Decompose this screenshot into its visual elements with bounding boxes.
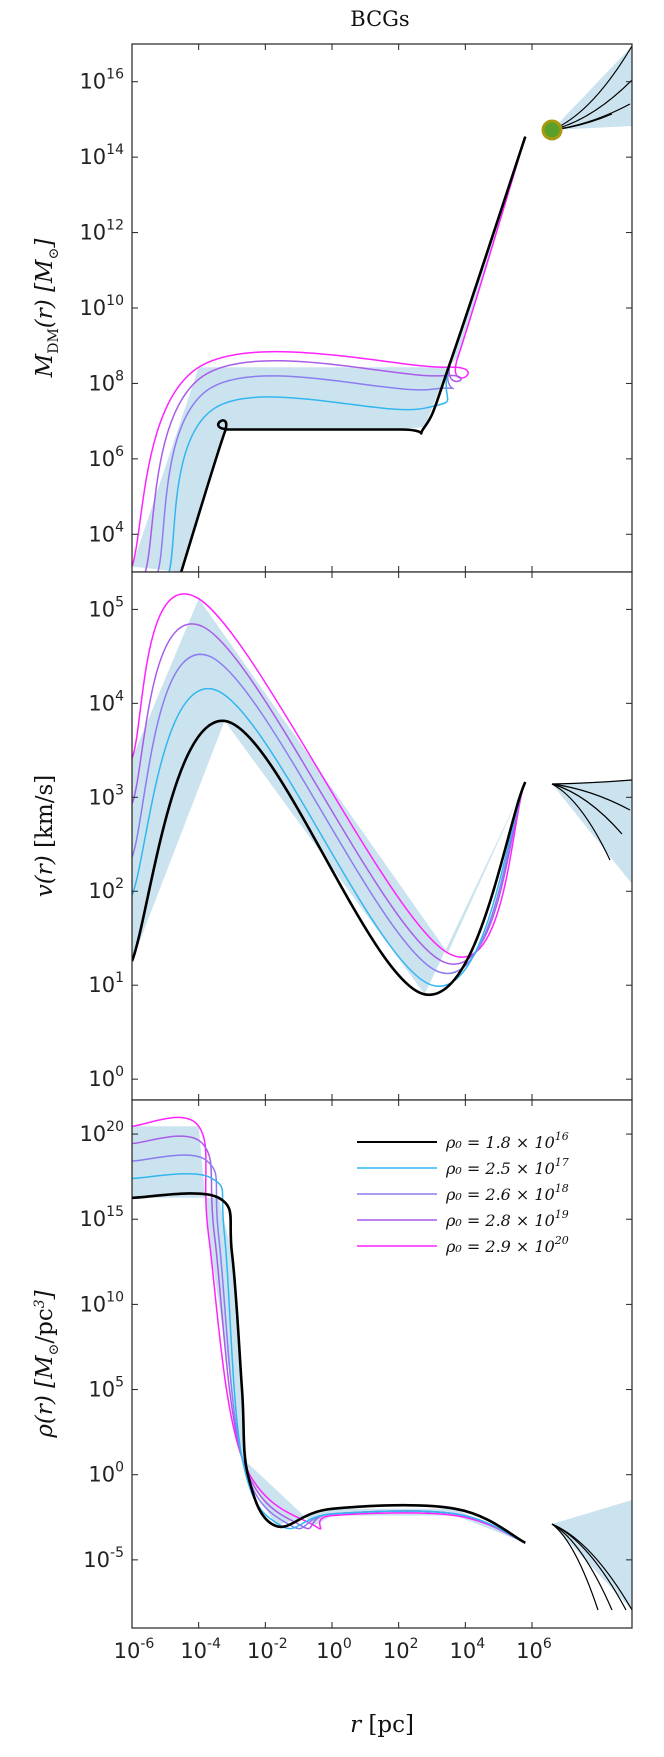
x-tick-label: 10-6 [114,1636,155,1663]
tail-line [551,1523,627,1611]
series-line [132,1116,526,1544]
tail-band [552,780,632,884]
density-series [132,1116,632,1611]
density-y-ticks: 10-5 100 105 1010 1015 1020 [79,1119,632,1572]
series-line [132,653,526,975]
mass-uncertainty-band [132,46,632,572]
tail-line [551,779,632,785]
y-tick-label: 103 [88,782,124,809]
y-tick-label: 10-5 [83,1545,124,1572]
band-area [132,136,526,572]
y-tick-label: 1012 [79,218,124,245]
velocity-y-ticks: 100 101 102 103 104 105 [88,572,632,1100]
y-tick-label: 100 [88,1460,124,1487]
velocity-uncertainty-band [132,598,632,995]
mass-y-label: MDM(r) [M⊙] [32,239,62,379]
legend: ρ₀ = 1.8 × 1016 ρ₀ = 2.5 × 1017 ρ₀ = 2.6 ×… [352,1124,622,1286]
mass-y-ticks: 104 106 108 1010 1012 1014 1016 [79,44,632,572]
x-tick-label: 102 [383,1636,419,1663]
legend-item: ρ₀ = 2.5 × 1017 [445,1156,569,1178]
y-tick-label: 101 [88,970,124,997]
mass-series [132,45,632,572]
y-tick-label: 106 [88,444,124,471]
tail-line [551,783,623,835]
series-line [179,136,527,572]
x-tick-label: 100 [316,1636,352,1663]
y-tick-label: 104 [88,688,124,715]
panel-velocity: 100 101 102 103 104 105 v(r) [km/s] [32,571,633,1101]
legend-item: ρ₀ = 2.8 × 1019 [445,1208,569,1230]
y-tick-label: 1010 [79,1289,124,1316]
tail-line [551,1523,613,1611]
density-y-label: ρ(r) [M⊙/pc3] [32,1290,62,1438]
y-tick-label: 105 [88,1375,124,1402]
y-tick-label: 105 [88,594,124,621]
density-uncertainty-band [132,1126,632,1610]
x-axis-label: r [pc] [350,1712,414,1738]
velocity-series [132,593,632,996]
series-line [132,136,527,567]
series-line [132,623,526,965]
mass-marker [541,119,563,141]
series-line [132,593,526,958]
y-tick-label: 1020 [79,1119,124,1146]
y-tick-label: 108 [88,368,124,395]
series-line [132,688,526,987]
figure-title: BCGs [350,7,409,31]
tail-line [551,783,631,811]
series-line [132,1192,526,1544]
tail-band [552,46,632,130]
legend-item: ρ₀ = 2.9 × 1020 [445,1234,569,1256]
y-tick-label: 100 [88,1064,124,1091]
y-tick-label: 1016 [79,67,124,94]
series-line [132,719,527,996]
x-tick-label: 10-2 [247,1636,288,1663]
x-tick-label: 104 [450,1636,486,1663]
velocity-y-label: v(r) [km/s] [32,775,58,898]
x-ticks: 10-6 10-4 10-2 100 102 104 106 [114,1100,552,1663]
y-tick-label: 1014 [79,142,124,169]
x-tick-label: 106 [516,1636,552,1663]
y-tick-label: 104 [88,519,124,546]
x-tick-label: 10-4 [180,1636,221,1663]
band-area [132,598,526,995]
tail-line [551,783,611,861]
y-tick-label: 102 [88,876,124,903]
panel-mass: 104 106 108 1010 1012 1014 1016 MDM(r) [M⊙] [32,43,633,573]
legend-item: ρ₀ = 2.6 × 1018 [445,1182,569,1204]
y-tick-label: 1015 [79,1204,124,1231]
tail-line [551,1523,599,1611]
y-tick-label: 1010 [79,293,124,320]
tail-band [552,1500,632,1610]
legend-item: ρ₀ = 1.8 × 1016 [445,1130,569,1152]
band-area [132,1126,526,1543]
